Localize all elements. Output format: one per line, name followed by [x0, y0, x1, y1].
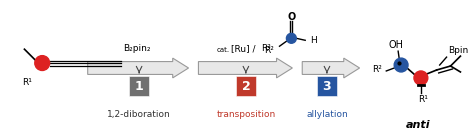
Text: 2: 2 — [242, 80, 250, 93]
Polygon shape — [199, 58, 292, 78]
Text: R¹: R¹ — [418, 95, 428, 104]
FancyBboxPatch shape — [236, 76, 256, 96]
Text: OH: OH — [389, 40, 404, 50]
Text: H: H — [310, 36, 317, 45]
Polygon shape — [302, 58, 360, 78]
FancyBboxPatch shape — [317, 76, 337, 96]
Text: 1,2-diboration: 1,2-diboration — [107, 110, 171, 119]
Text: R¹: R¹ — [22, 78, 32, 87]
Polygon shape — [88, 58, 189, 78]
Circle shape — [35, 56, 50, 70]
Text: Bpin: Bpin — [448, 46, 469, 55]
Text: 3: 3 — [323, 80, 331, 93]
Text: allylation: allylation — [306, 110, 348, 119]
Circle shape — [394, 58, 408, 72]
Text: R²: R² — [264, 46, 273, 55]
Text: 1: 1 — [135, 80, 144, 93]
FancyBboxPatch shape — [129, 76, 149, 96]
Text: R²: R² — [373, 65, 383, 75]
Text: [Ru] /: [Ru] / — [231, 44, 255, 53]
Text: R²: R² — [261, 44, 271, 53]
Text: cat.: cat. — [216, 47, 229, 53]
Text: anti: anti — [406, 120, 430, 130]
Circle shape — [414, 71, 428, 85]
Circle shape — [286, 33, 296, 43]
Text: transposition: transposition — [216, 110, 275, 119]
Text: B₂pin₂: B₂pin₂ — [123, 44, 151, 53]
Text: O: O — [287, 12, 295, 21]
